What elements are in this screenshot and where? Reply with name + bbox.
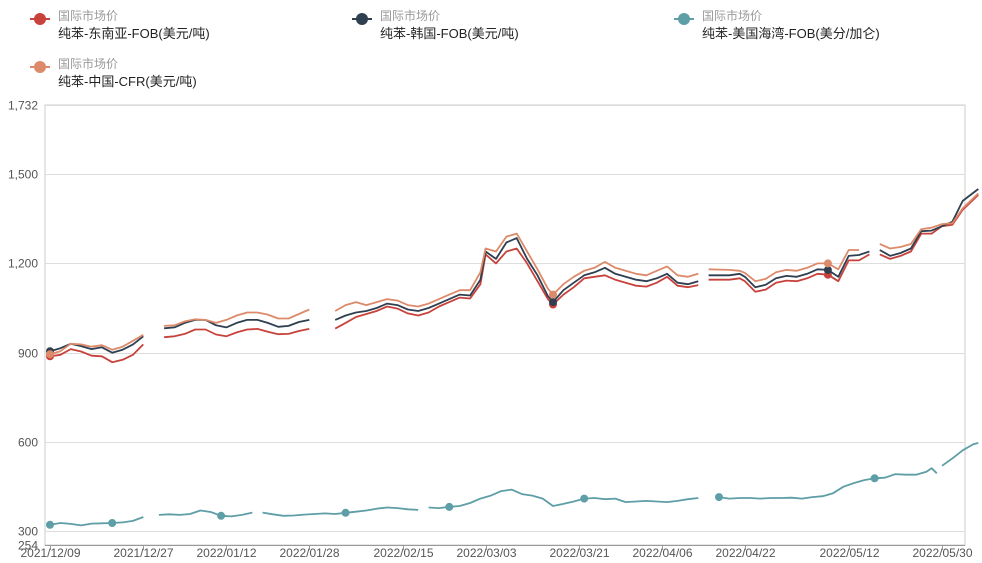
legend-item-usgulf-fob[interactable]: 国际市场价 纯苯-美国海湾-FOB(美分/加仑) [674,8,880,42]
x-tick-label: 2022/01/28 [279,546,339,560]
series-line [334,247,699,330]
series-line [334,237,699,321]
series-line [164,319,310,330]
y-tick-label: 600 [18,436,38,450]
x-tick-label: 2022/03/21 [549,546,609,560]
legend: 国际市场价 纯苯-东南亚-FOB(美元/吨) 国际市场价 纯苯-韩国-FOB(美… [0,0,982,100]
series-line [708,249,859,283]
data-point [549,290,557,299]
series-line [49,334,144,356]
series-line [941,442,979,467]
data-point [715,493,723,502]
series-line [879,192,979,250]
series-line [262,506,419,517]
legend-item-china-cfr[interactable]: 国际市场价 纯苯-中国-CFR(美元/吨) [30,56,197,90]
y-tick-label: 254 [18,539,38,553]
data-point [108,519,117,527]
x-tick-label: 2022/03/03 [456,546,516,560]
x-tick-label: 2021/12/09 [20,546,80,560]
series-line [708,253,870,293]
data-point [341,508,350,517]
x-tick-label: 2021/12/27 [113,546,173,560]
data-point [580,494,589,503]
legend-marker-icon [30,12,50,26]
data-point [870,474,879,483]
series-line [49,335,144,354]
legend-marker-icon [30,60,50,74]
legend-label: 纯苯-美国海湾-FOB(美分/加仑) [702,26,880,41]
legend-item-korea-fob[interactable]: 国际市场价 纯苯-韩国-FOB(美元/吨) [352,8,519,42]
series-line [164,328,310,339]
series-line [428,488,699,509]
data-point [823,259,832,268]
x-tick-label: 2022/05/12 [819,546,879,560]
y-tick-label: 1,500 [8,168,38,182]
legend-category: 国际市场价 [380,9,441,23]
data-point [823,265,832,274]
series-line [879,194,979,260]
x-tick-label: 2022/04/06 [632,546,692,560]
y-tick-label: 300 [18,525,38,539]
legend-category: 国际市场价 [58,57,119,71]
data-point [445,502,454,511]
series-line [158,509,253,518]
series-line [718,467,938,500]
series-line [334,232,699,312]
y-tick-label: 900 [18,347,38,361]
data-point [549,298,557,307]
series-line [164,308,310,327]
plot-frame [44,104,966,546]
data-point [46,350,54,359]
x-tick-label: 2022/01/12 [196,546,256,560]
legend-category: 国际市场价 [702,9,763,23]
series-line [49,516,144,527]
legend-marker-icon [352,12,372,26]
legend-marker-icon [674,12,694,26]
data-point [217,511,226,520]
legend-label: 纯苯-韩国-FOB(美元/吨) [380,26,519,41]
series-line [49,343,144,364]
series-line [879,188,979,257]
legend-item-sea-fob[interactable]: 国际市场价 纯苯-东南亚-FOB(美元/吨) [30,8,210,42]
series-line [708,250,870,289]
y-tick-label: 1,732 [8,99,38,113]
x-tick-label: 2022/04/22 [715,546,775,560]
x-tick-label: 2022/05/30 [912,546,972,560]
legend-label: 纯苯-东南亚-FOB(美元/吨) [58,26,210,41]
legend-label: 纯苯-中国-CFR(美元/吨) [58,74,197,89]
data-point [46,520,54,529]
x-tick-label: 2022/02/15 [373,546,433,560]
y-tick-label: 1,200 [8,257,38,271]
legend-category: 国际市场价 [58,9,119,23]
